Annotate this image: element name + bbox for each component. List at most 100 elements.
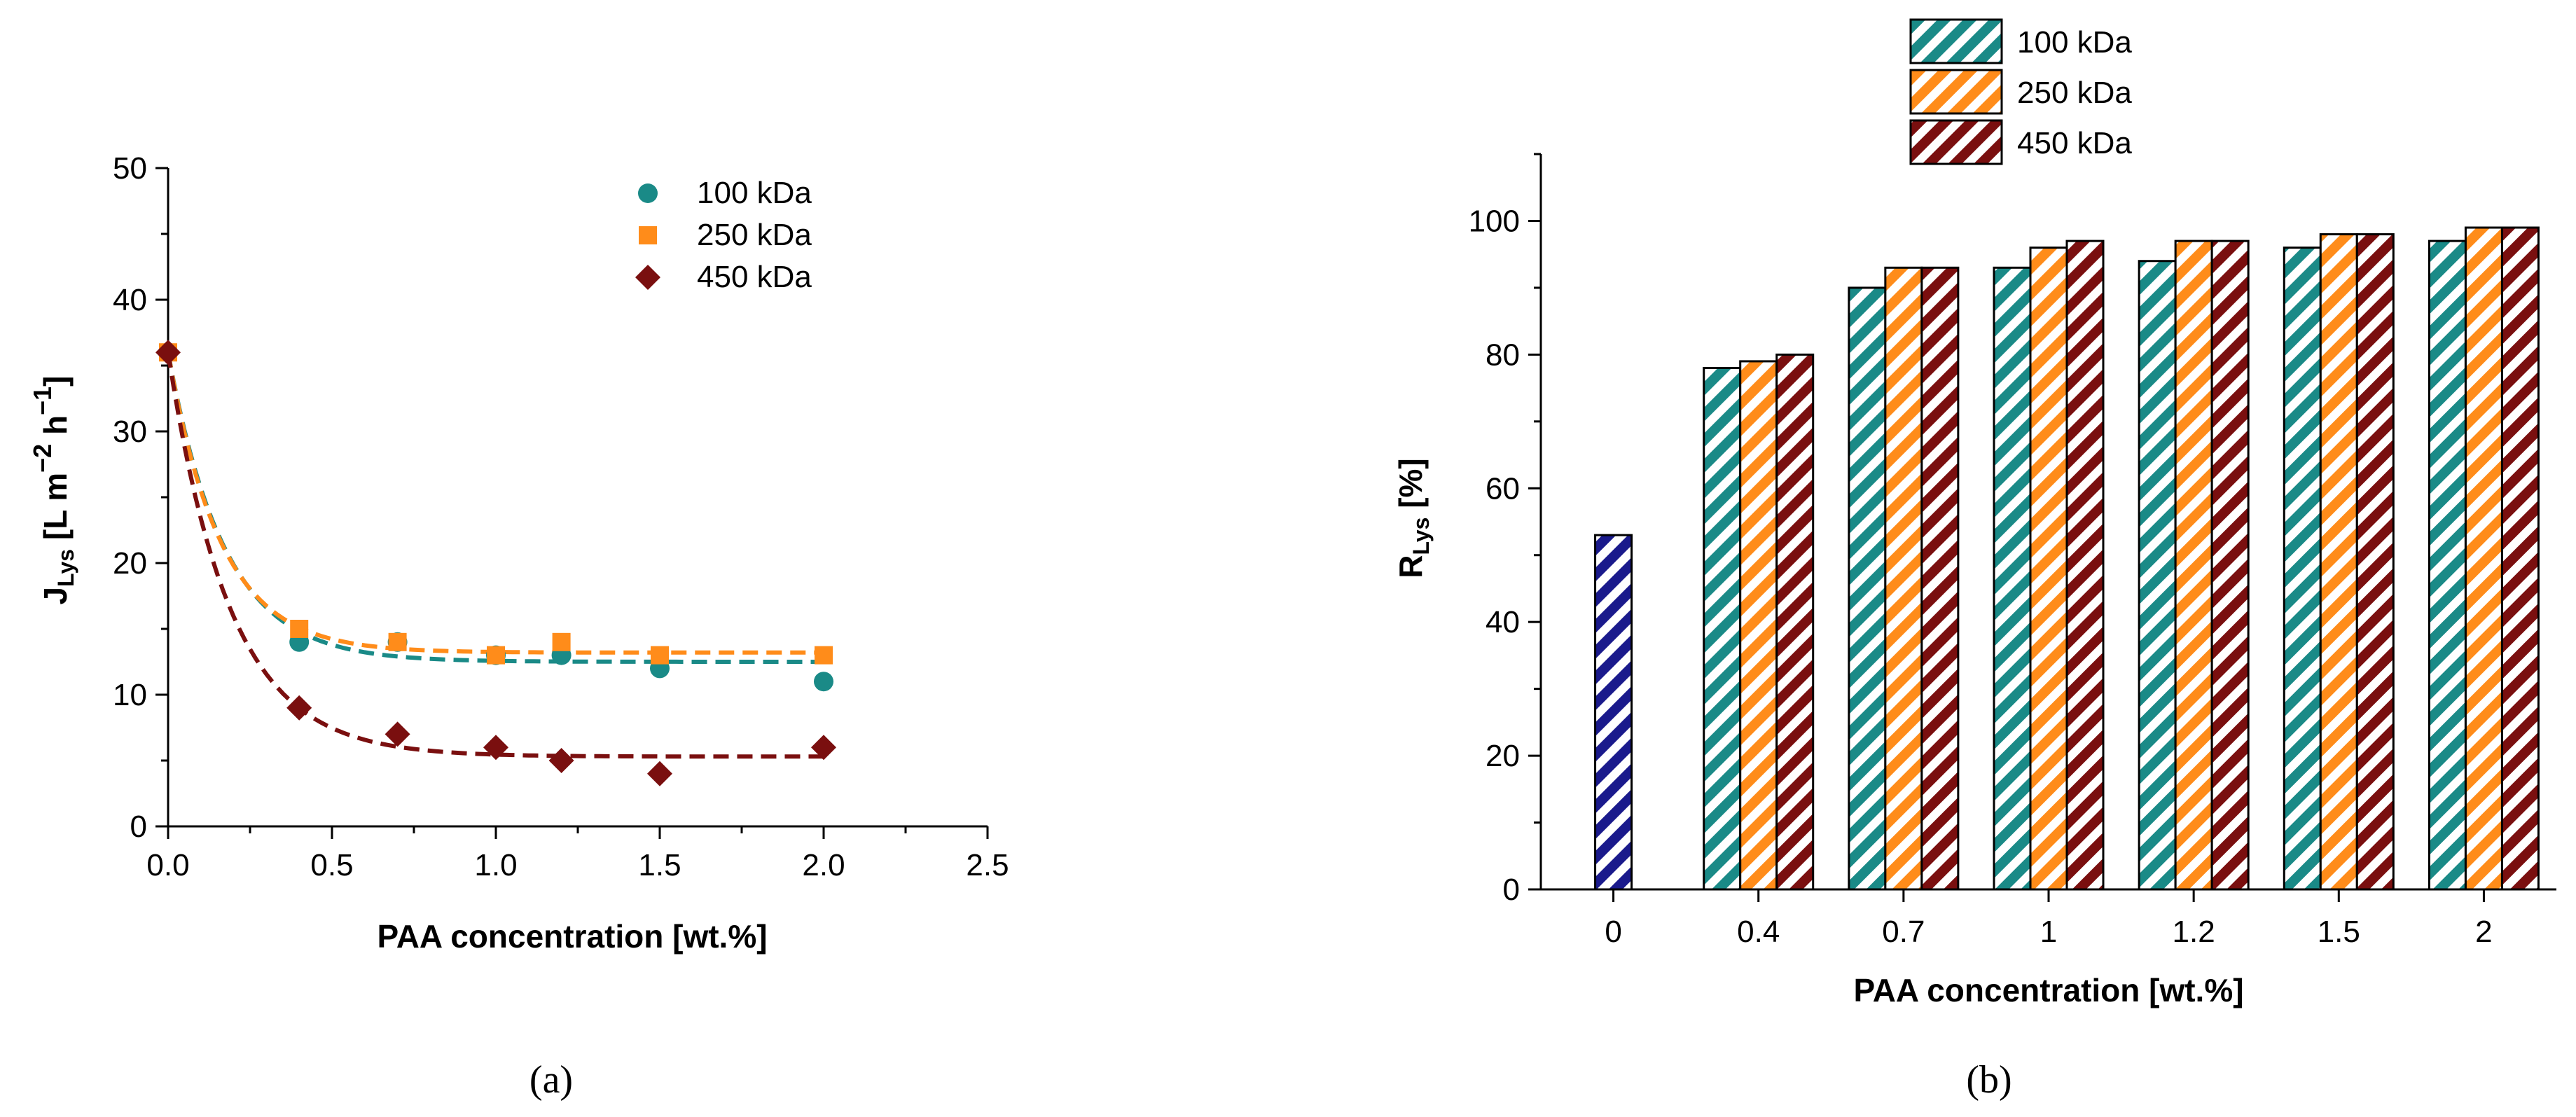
legend-label-100-kda: 100 kDa [2017, 25, 2132, 60]
legend-label-250-kda: 250 kDa [697, 218, 812, 252]
data-point-450-kda [647, 761, 672, 786]
panel-a-x-tick-label: 1.5 [638, 848, 681, 882]
data-point-250-kda [651, 646, 669, 665]
panel-b-y-tick-label: 0 [1503, 873, 1520, 907]
data-point-450-kda [155, 340, 181, 366]
panel-b-label: (b) [1966, 1058, 2011, 1102]
data-point-250-kda [552, 632, 571, 651]
y-title-sup1: −2 [28, 444, 57, 473]
y-title-sub: Lys [1408, 518, 1434, 555]
panel-a-y-tick-label: 20 [113, 546, 147, 581]
bar-250-kda [2029, 247, 2068, 891]
bar-450-kda [2210, 240, 2250, 891]
y-title-rest: [L m [37, 473, 74, 549]
panel-a-data-points [155, 340, 836, 786]
panel-a: 0.0 0.5 1.0 1.5 2.0 2.5 0 10 20 30 40 50 100 kDa 25… [28, 151, 1009, 1102]
panel-a-y-axis-title: JLys [L m−2 h−1] [28, 376, 78, 605]
y-title-main: J [37, 587, 74, 605]
panel-a-fit-curves [166, 352, 824, 759]
panel-b-x-tick-label: 1 [2040, 915, 2057, 949]
panel-b-y-tick-label: 60 [1486, 471, 1520, 506]
y-title-main: R [1392, 555, 1429, 578]
bar-250-kda [2174, 240, 2213, 891]
panel-b: 0 0.4 0.7 1 1.2 1.5 2 0 20 40 60 80 100 100 kDa 250 … [1392, 18, 2556, 1102]
legend-label-250-kda: 250 kDa [2017, 76, 2132, 110]
panel-a-x-tick-labels: 0.0 0.5 1.0 1.5 2.0 2.5 [146, 848, 1009, 882]
panel-a-y-tick-labels: 0 10 20 30 40 50 [113, 151, 147, 844]
bar-450-kda [2500, 226, 2540, 891]
legend-swatch-450-kda [1909, 119, 2003, 165]
panel-a-x-tick-label: 1.0 [474, 848, 517, 882]
panel-b-x-tick-label: 0.4 [1737, 915, 1780, 949]
bar-100-kda [2283, 247, 2322, 891]
bar-100-kda [1703, 366, 1742, 891]
y-title-end: ] [37, 376, 74, 387]
bar-250-kda [2464, 226, 2503, 891]
legend-marker-450-kda [635, 265, 660, 290]
panel-a-x-tick-label: 0.0 [146, 848, 189, 882]
panel-b-x-axis-title: PAA concentration [wt.%] [1853, 972, 2243, 1008]
y-title-rest: [%] [1392, 458, 1429, 517]
panel-b-y-tick-label: 100 [1469, 204, 1520, 238]
fit-curve-450-kda [166, 352, 824, 759]
legend-swatch-100-kda [1909, 18, 2003, 64]
panel-a-x-tick-label: 2.5 [966, 848, 1009, 882]
data-point-250-kda [290, 620, 309, 638]
y-title-mid: h [37, 415, 74, 444]
panel-a-y-tick-label: 0 [130, 810, 147, 844]
bar-250-kda [1884, 266, 1923, 891]
panel-b-y-axis-title: RLys [%] [1392, 458, 1434, 578]
bar-100-kda [2428, 240, 2467, 891]
bar-control [1594, 534, 1633, 891]
bar-450-kda [2065, 240, 2105, 891]
panel-b-x-tick-label: 0.7 [1882, 915, 1925, 949]
panel-a-y-tick-label: 40 [113, 283, 147, 317]
bar-450-kda [1920, 266, 1960, 891]
legend-label-450-kda: 450 kDa [697, 260, 812, 294]
legend-marker-250-kda [639, 226, 657, 244]
data-point-450-kda [385, 721, 410, 747]
panel-b-x-tick-label: 1.5 [2318, 915, 2360, 949]
panel-b-y-tick-label: 80 [1486, 338, 1520, 372]
legend-swatch-250-kda [1909, 69, 2003, 115]
data-point-450-kda [548, 748, 574, 773]
panel-b-x-tick-label: 2 [2475, 915, 2492, 949]
data-point-100-kda [814, 672, 833, 692]
y-title-sub: Lys [53, 549, 78, 587]
legend-marker-100-kda [638, 183, 658, 203]
panel-a-x-tick-label: 2.0 [802, 848, 845, 882]
data-point-450-kda [811, 735, 836, 761]
panel-b-x-tick-labels: 0 0.4 0.7 1 1.2 1.5 2 [1605, 915, 2492, 949]
data-point-250-kda [815, 646, 833, 665]
y-title-sup2: −1 [28, 387, 57, 415]
bar-100-kda [2138, 260, 2177, 891]
bar-100-kda [1848, 286, 1887, 891]
bar-250-kda [2319, 233, 2358, 891]
panel-a-y-tick-label: 10 [113, 678, 147, 712]
panel-b-x-tick-label: 1.2 [2173, 915, 2215, 949]
panel-a-x-tick-label: 0.5 [310, 848, 353, 882]
data-point-250-kda [487, 646, 505, 665]
bar-450-kda [1775, 353, 1815, 891]
bar-100-kda [1993, 266, 2032, 891]
panel-b-y-tick-label: 40 [1486, 605, 1520, 639]
panel-a-label: (a) [529, 1058, 573, 1102]
data-point-250-kda [388, 632, 407, 651]
panel-a-y-tick-label: 50 [113, 151, 147, 186]
panel-a-x-axis-title: PAA concentration [wt.%] [377, 918, 767, 955]
bar-450-kda [2355, 233, 2395, 891]
legend-label-450-kda: 450 kDa [2017, 126, 2132, 160]
panel-a-plot-area [155, 167, 989, 839]
panel-a-y-tick-label: 30 [113, 415, 147, 449]
panel-b-y-tick-label: 20 [1486, 739, 1520, 773]
legend-label-100-kda: 100 kDa [697, 176, 812, 210]
fit-curve-100-kda [166, 352, 824, 664]
data-point-450-kda [286, 695, 312, 721]
panel-b-bars [1594, 226, 2540, 891]
panel-b-x-tick-label: 0 [1605, 915, 1621, 949]
bar-250-kda [1739, 360, 1778, 891]
data-point-450-kda [483, 735, 508, 761]
panel-a-legend: 100 kDa 250 kDa 450 kDa [635, 176, 812, 294]
panel-b-legend: 100 kDa 250 kDa 450 kDa [1909, 18, 2132, 165]
